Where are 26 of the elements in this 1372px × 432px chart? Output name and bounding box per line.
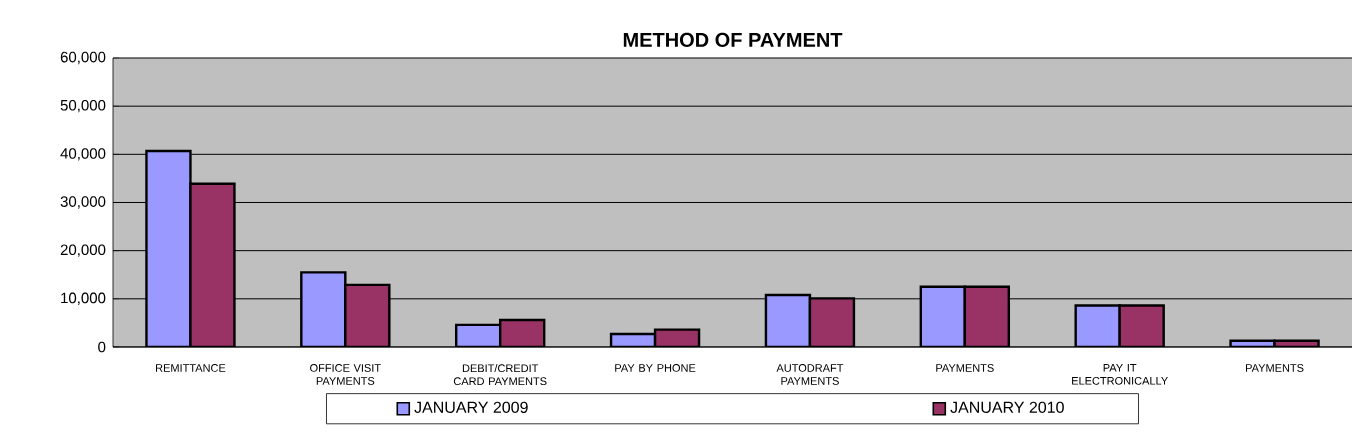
- x-tick-label: PAY IT ELECTRONICALLY: [1072, 364, 1168, 385]
- bar: [919, 285, 967, 347]
- bar: [145, 149, 192, 347]
- x-tick-label: OFFICE VISIT PAYMENTS: [310, 364, 381, 385]
- chart-title: METHOD OF PAYMENT: [623, 32, 843, 47]
- x-tick-label: AUTODRAFT PAYMENTS: [776, 364, 844, 385]
- bar: [189, 182, 236, 347]
- y-tick-label: 50,000: [60, 99, 106, 113]
- y-tick-label: 10,000: [61, 292, 106, 306]
- legend-label: JANUARY 2009: [414, 401, 528, 413]
- bar: [300, 271, 347, 347]
- x-tick-label: DEBIT/CREDIT CARD PAYMENTS: [453, 364, 547, 386]
- bar: [963, 285, 1011, 347]
- x-tick-label: PAY BY PHONE: [615, 364, 696, 372]
- bar: [344, 283, 391, 347]
- x-tick-label: REMITTANCE: [156, 364, 226, 372]
- y-tick-label: 30,000: [60, 196, 106, 209]
- x-tick-label: PAYMENTS: [936, 364, 994, 372]
- bar: [808, 297, 856, 347]
- y-tick-label: 40,000: [60, 148, 106, 161]
- y-tick-label: 20,000: [60, 244, 106, 257]
- bar: [764, 293, 812, 347]
- y-tick-label: 0: [98, 341, 106, 353]
- legend-label: JANUARY 2010: [950, 401, 1064, 413]
- y-tick-label: 60,000: [60, 51, 106, 65]
- x-tick-label: PAYMENTS: [1246, 364, 1304, 372]
